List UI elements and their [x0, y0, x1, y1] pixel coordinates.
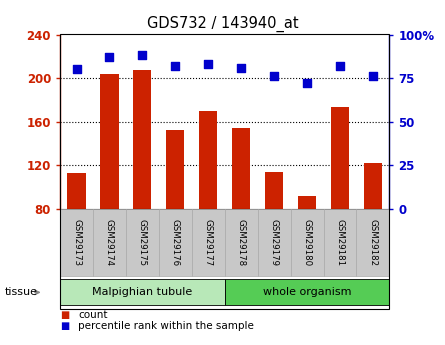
Bar	[364, 163, 382, 209]
Text: percentile rank within the sample: percentile rank within the sample	[78, 321, 254, 331]
Point	[336, 63, 344, 69]
Text: Malpighian tubule: Malpighian tubule	[92, 287, 193, 297]
Text: ■: ■	[60, 321, 69, 331]
Text: GSM29175: GSM29175	[138, 219, 147, 266]
Bar	[331, 107, 349, 209]
Point	[271, 73, 278, 79]
Point	[205, 61, 212, 67]
Point	[139, 53, 146, 58]
Bar	[68, 173, 85, 209]
Bar	[298, 196, 316, 209]
Point	[172, 63, 179, 69]
Point	[238, 65, 245, 70]
Text: GSM29173: GSM29173	[72, 219, 81, 266]
Text: tissue: tissue	[4, 287, 37, 297]
Point	[73, 67, 80, 72]
Text: GDS732 / 143940_at: GDS732 / 143940_at	[147, 16, 298, 32]
Text: GSM29180: GSM29180	[303, 219, 312, 266]
Point	[369, 73, 376, 79]
Text: GSM29177: GSM29177	[204, 219, 213, 266]
Text: whole organism: whole organism	[263, 287, 351, 297]
Bar	[199, 111, 217, 209]
Bar	[101, 74, 118, 209]
Point	[106, 55, 113, 60]
Point	[303, 80, 311, 86]
Bar	[232, 128, 250, 209]
Text: ■: ■	[60, 310, 69, 319]
Text: GSM29179: GSM29179	[270, 219, 279, 266]
Text: GSM29178: GSM29178	[237, 219, 246, 266]
Text: count: count	[78, 310, 107, 319]
Bar	[166, 130, 184, 209]
Text: GSM29174: GSM29174	[105, 219, 114, 266]
Text: GSM29176: GSM29176	[171, 219, 180, 266]
Bar	[265, 172, 283, 209]
Text: GSM29181: GSM29181	[336, 219, 344, 266]
Text: GSM29182: GSM29182	[368, 219, 377, 266]
Bar	[134, 70, 151, 209]
